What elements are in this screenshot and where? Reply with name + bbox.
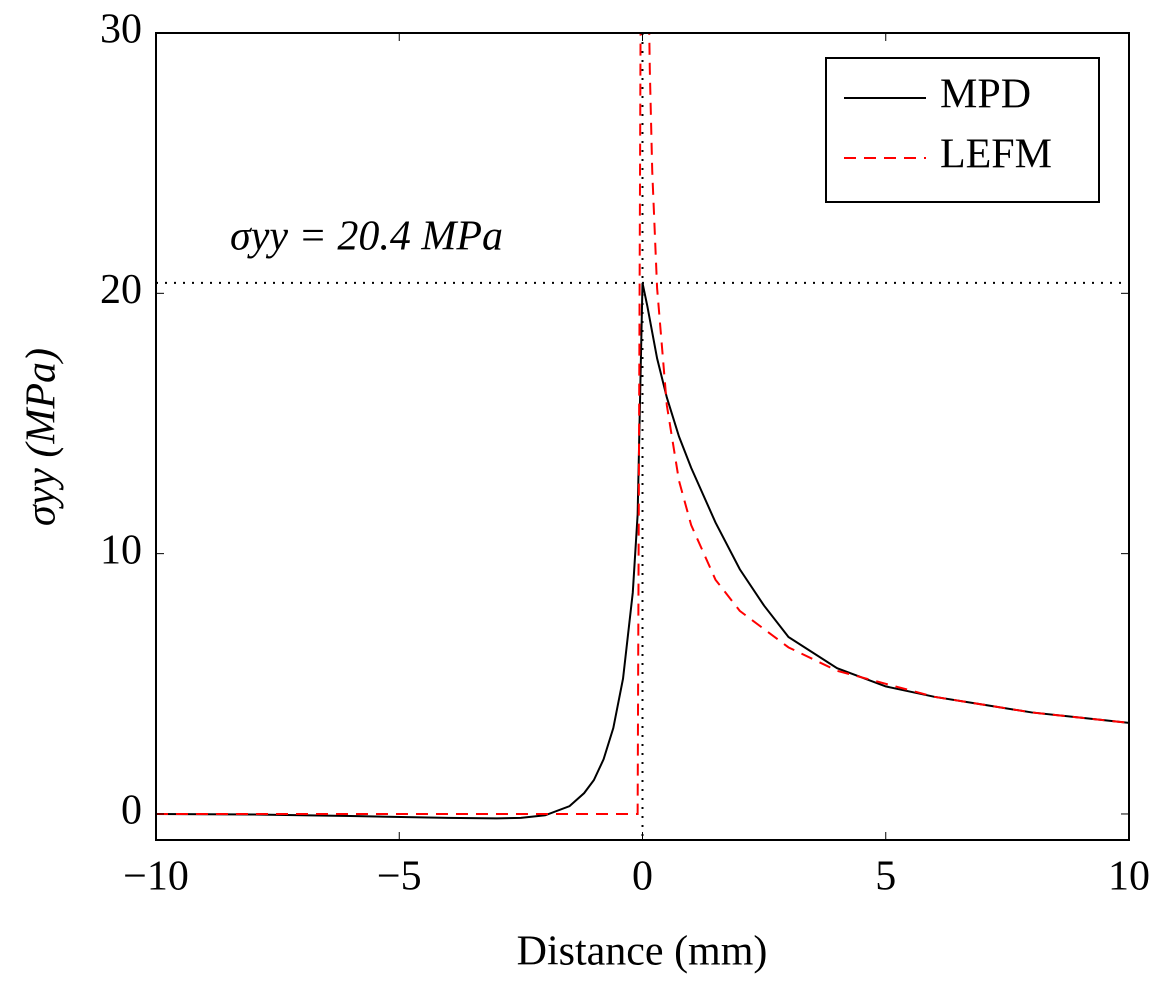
legend-box: [825, 57, 1100, 203]
y-tick-label: 30: [100, 7, 142, 53]
y-tick-label: 10: [100, 527, 142, 573]
legend-label: MPD: [940, 72, 1031, 118]
line-series: [156, 282, 1129, 820]
x-tick-label: −10: [123, 854, 189, 900]
x-tick-label: 0: [632, 854, 653, 900]
x-axis-label: Distance (mm): [517, 929, 768, 975]
annotation: σyy = 20.4 MPa: [230, 214, 503, 260]
x-tick-label: 5: [875, 854, 896, 900]
plot-area: [156, 33, 1129, 840]
legend-label: LEFM: [940, 132, 1052, 178]
line-series: [156, 33, 1129, 815]
x-tick-label: −5: [377, 854, 422, 900]
x-tick-label: 10: [1108, 854, 1150, 900]
y-tick-label: 20: [100, 267, 142, 313]
y-axis-label: σyy (MPa): [19, 348, 65, 526]
y-tick-label: 0: [121, 788, 142, 834]
